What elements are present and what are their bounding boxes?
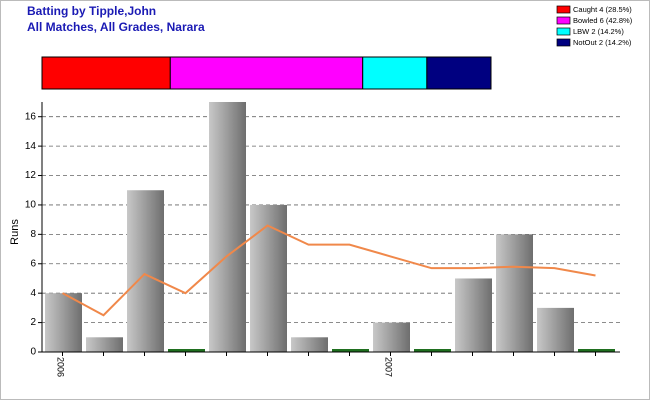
dismissal-segment [41, 56, 171, 90]
y-tick-label: 6 [30, 258, 36, 269]
zero-bar [332, 349, 369, 352]
legend-label: LBW 2 (14.2%) [573, 27, 624, 36]
zero-bar [414, 349, 451, 352]
y-axis-label: Runs [9, 219, 21, 245]
chart-subtitle: All Matches, All Grades, Narara [27, 20, 205, 34]
y-tick-label: 12 [25, 170, 37, 181]
bar [86, 337, 123, 352]
legend-swatch [556, 27, 571, 36]
x-tick-label: 2006 [56, 357, 66, 377]
legend-label: NotOut 2 (14.2%) [573, 38, 632, 47]
y-tick-label: 0 [30, 347, 36, 358]
y-tick-label: 2 [30, 317, 36, 328]
y-tick-label: 4 [30, 288, 36, 299]
x-tick-label: 2007 [384, 357, 394, 377]
bar [455, 278, 492, 352]
legend-label: Bowled 6 (42.8%) [573, 16, 633, 25]
trend-line [62, 224, 596, 317]
y-tick-label: 16 [25, 111, 37, 122]
zero-bar [168, 349, 205, 352]
bar [496, 234, 533, 352]
legend-label: Caught 4 (28.5%) [573, 5, 632, 14]
bar [127, 190, 164, 352]
y-tick-label: 10 [25, 200, 37, 211]
bar [537, 307, 574, 352]
bar [373, 322, 410, 352]
dismissal-segment [169, 56, 364, 90]
zero-bar [578, 349, 615, 352]
bar [291, 337, 328, 352]
bar [250, 204, 287, 352]
bar [209, 102, 246, 352]
bar [45, 293, 82, 352]
legend-swatch [556, 5, 571, 14]
y-tick-label: 8 [30, 229, 36, 240]
legend-swatch [556, 16, 571, 25]
dismissal-segment [362, 56, 428, 90]
chart-title: Batting by Tipple,John [27, 4, 156, 18]
dismissal-segment [426, 56, 492, 90]
y-tick-label: 14 [25, 141, 37, 152]
legend-swatch [556, 38, 571, 47]
